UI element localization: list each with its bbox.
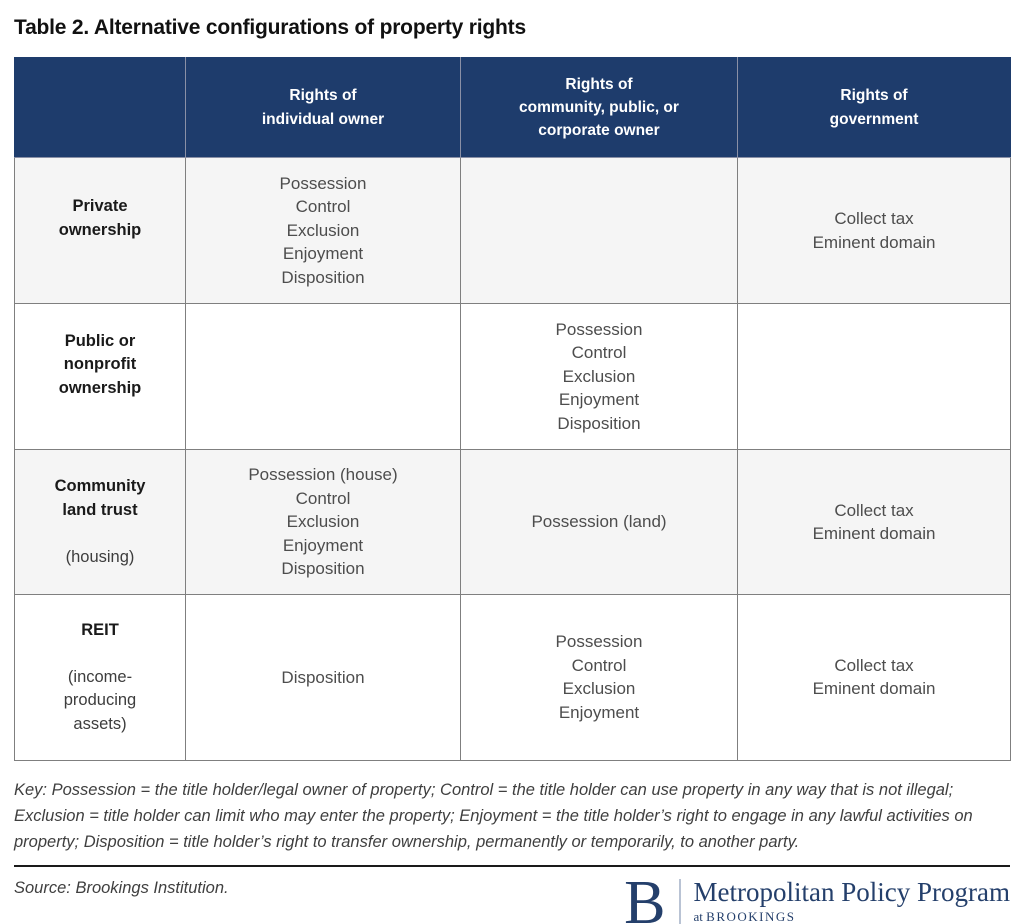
row-header: Public or nonprofit ownership [14, 303, 186, 450]
source-text: Source: Brookings Institution. [14, 878, 229, 897]
row-label: Private ownership [58, 197, 142, 239]
logo-tagline-brookings: BROOKINGS [706, 908, 796, 924]
divider-rule [14, 864, 1010, 867]
table-row-reit: REIT (income- producing assets) Disposit… [14, 594, 1011, 761]
header-corner-cell [14, 57, 186, 158]
brookings-logo: B Metropolitan Policy Program at BROOKIN… [624, 868, 1010, 924]
row-header: REIT (income- producing assets) [14, 594, 186, 761]
header-col-government: Rights of government [737, 57, 1011, 158]
key-text: Key: Possession = the title holder/legal… [14, 780, 973, 851]
logo-tagline: at BROOKINGS [694, 908, 1010, 924]
row-header: Community land trust (housing) [14, 449, 186, 595]
footer: Source: Brookings Institution. B Metropo… [14, 868, 1010, 924]
table-row-public-nonprofit-ownership: Public or nonprofit ownership Possession… [14, 303, 1011, 450]
logo-text: Metropolitan Policy Program at BROOKINGS [681, 875, 1010, 924]
table-cell: Possession Control Exclusion Enjoyment D… [460, 303, 738, 450]
table-cell: Collect tax Eminent domain [737, 594, 1011, 761]
brookings-b-monogram: B [624, 868, 666, 924]
table-cell [185, 303, 461, 450]
row-label: REIT [81, 620, 119, 639]
page-title: Table 2. Alternative configurations of p… [14, 16, 526, 39]
header-col-community-owner: Rights of community, public, or corporat… [460, 57, 738, 158]
table-row-community-land-trust: Community land trust (housing) Possessio… [14, 449, 1011, 595]
row-label-note: (income- producing assets) [63, 667, 137, 733]
table-cell [737, 303, 1011, 450]
table-cell: Disposition [185, 594, 461, 761]
table-cell: Possession (land) [460, 449, 738, 595]
row-label: Community land trust [54, 477, 146, 519]
table-cell: Possession Control Exclusion Enjoyment D… [185, 157, 461, 304]
property-rights-table: Rights of individual owner Rights of com… [14, 57, 1011, 761]
table-cell: Collect tax Eminent domain [737, 449, 1011, 595]
header-col-individual-owner: Rights of individual owner [185, 57, 461, 158]
table-cell [460, 157, 738, 304]
table-cell: Collect tax Eminent domain [737, 157, 1011, 304]
table-cell: Possession (house) Control Exclusion Enj… [185, 449, 461, 595]
logo-divider [678, 878, 681, 924]
logo-program-name: Metropolitan Policy Program [693, 876, 1010, 907]
row-label: Public or nonprofit ownership [58, 331, 142, 397]
row-header: Private ownership [14, 157, 186, 304]
row-label-note: (housing) [65, 547, 135, 566]
logo-tagline-at: at [693, 908, 707, 924]
table-header-row: Rights of individual owner Rights of com… [14, 57, 1011, 158]
table-cell: Possession Control Exclusion Enjoyment [460, 594, 738, 761]
table-row-private-ownership: Private ownership Possession Control Exc… [14, 157, 1011, 304]
